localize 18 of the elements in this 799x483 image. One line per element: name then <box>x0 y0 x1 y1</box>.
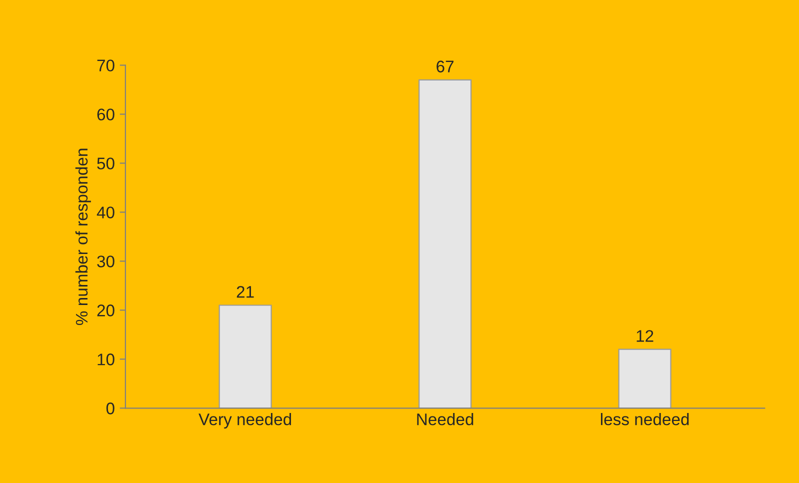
y-tick-label: 0 <box>106 402 114 414</box>
y-tick-label: 10 <box>98 354 114 366</box>
y-tick-label: 60 <box>97 108 114 120</box>
y-tick-label: 30 <box>97 256 114 268</box>
y-tick-label: 20 <box>97 304 114 316</box>
y-tick-label: 70 <box>97 60 114 72</box>
data-label: 21 <box>236 286 254 298</box>
x-tick-label: less nedeed <box>600 412 689 426</box>
bar <box>618 348 672 408</box>
y-axis-title: % number of responden <box>75 148 91 326</box>
x-tick-label: Needed <box>417 412 474 426</box>
bar <box>418 79 472 408</box>
data-label: 67 <box>436 60 454 72</box>
y-tick-label: 50 <box>97 158 114 170</box>
data-label: 12 <box>636 330 654 342</box>
bar <box>218 304 272 408</box>
y-tick-label: 40 <box>96 206 114 218</box>
x-tick-label: Very needed <box>198 412 292 429</box>
